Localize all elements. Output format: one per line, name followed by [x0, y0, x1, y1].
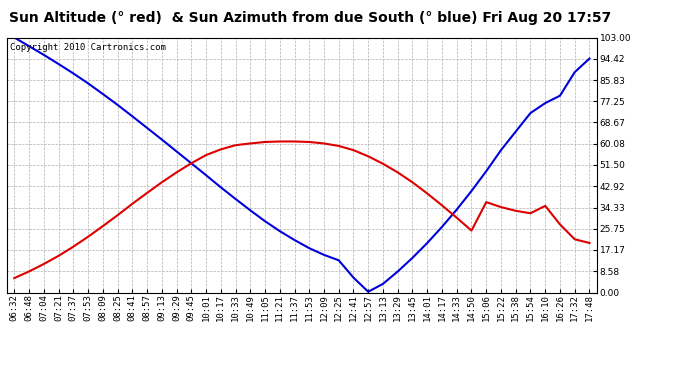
Text: Sun Altitude (° red)  & Sun Azimuth from due South (° blue) Fri Aug 20 17:57: Sun Altitude (° red) & Sun Azimuth from … — [10, 11, 611, 25]
Text: Copyright 2010 Cartronics.com: Copyright 2010 Cartronics.com — [10, 43, 166, 52]
